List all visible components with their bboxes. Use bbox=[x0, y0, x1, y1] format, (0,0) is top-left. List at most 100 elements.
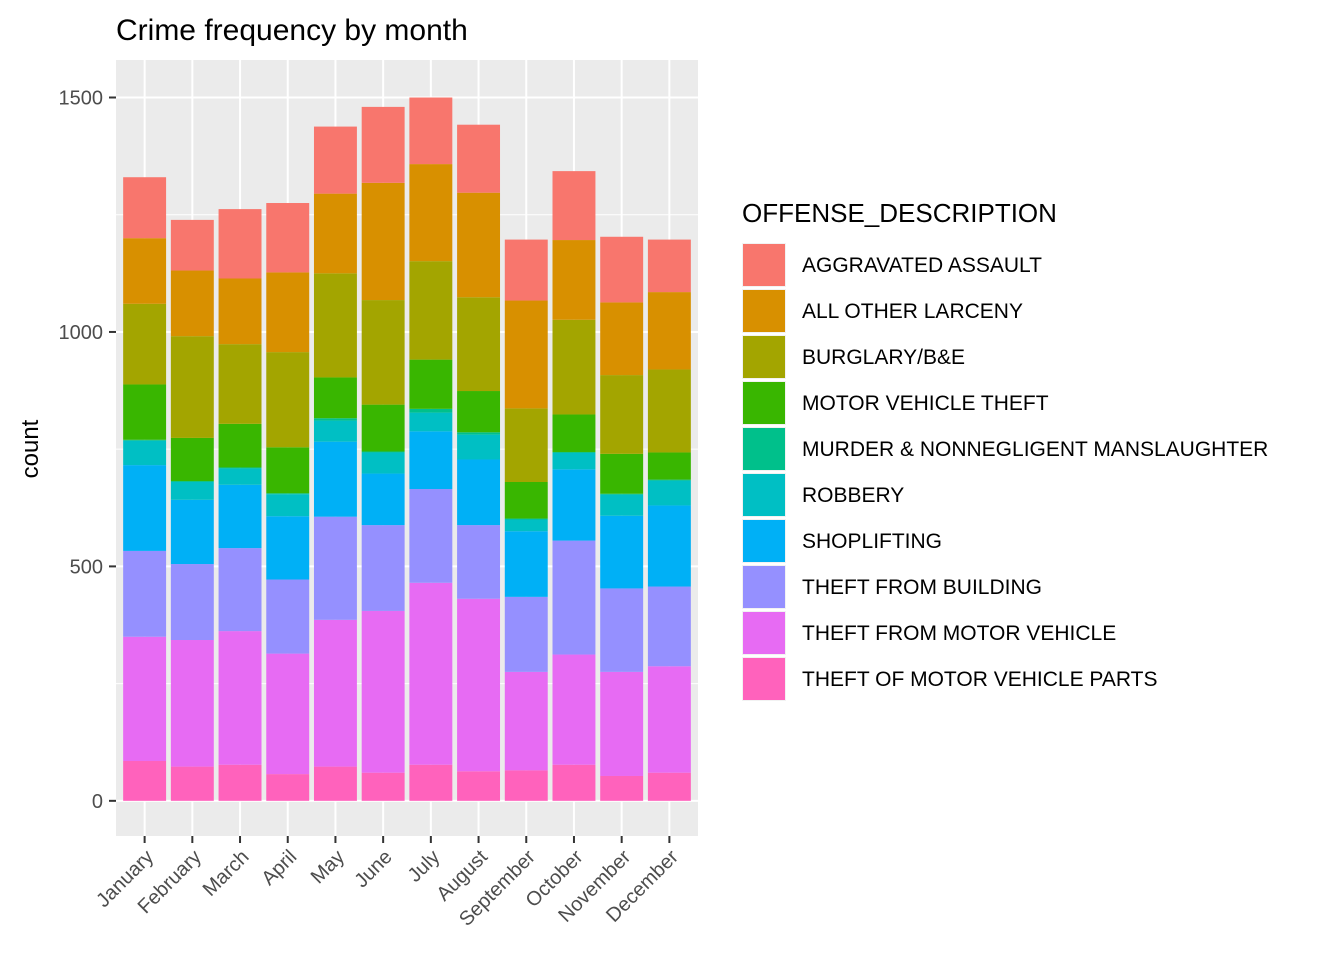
bar-segment bbox=[361, 300, 405, 405]
legend-swatch bbox=[743, 474, 785, 516]
y-tick-label: 1500 bbox=[59, 88, 104, 110]
bar-segment bbox=[361, 525, 405, 611]
bar-segment bbox=[600, 375, 644, 454]
bar-segment bbox=[647, 239, 691, 293]
bar-segment bbox=[552, 764, 596, 801]
bar-segment bbox=[409, 359, 453, 409]
bar-segment bbox=[600, 493, 644, 495]
bar-segment bbox=[504, 408, 548, 482]
bar-segment bbox=[504, 671, 548, 771]
bar-segment bbox=[313, 377, 357, 419]
bar-segment bbox=[409, 764, 453, 801]
bar-segment bbox=[552, 414, 596, 452]
bar-segment bbox=[504, 531, 548, 597]
bar-segment bbox=[457, 297, 501, 392]
legend-swatch bbox=[743, 658, 785, 700]
chart-title: Crime frequency by month bbox=[116, 14, 468, 47]
bar-segment bbox=[647, 586, 691, 667]
bar-segment bbox=[218, 764, 262, 801]
legend-swatch bbox=[743, 336, 785, 378]
legend-label: AGGRAVATED ASSAULT bbox=[802, 254, 1042, 277]
bar-segment bbox=[266, 203, 310, 273]
bar-segment bbox=[218, 344, 262, 424]
bar-segment bbox=[504, 518, 548, 520]
bar-segment bbox=[647, 292, 691, 370]
bar-segment bbox=[504, 596, 548, 672]
bar-segment bbox=[123, 303, 167, 385]
bar-segment bbox=[218, 278, 262, 345]
bar-segment bbox=[504, 239, 548, 301]
bar-segment bbox=[600, 671, 644, 776]
bar-segment bbox=[552, 451, 596, 453]
bar-segment bbox=[504, 770, 548, 801]
bar-segment bbox=[504, 481, 548, 519]
legend-label: SHOPLIFTING bbox=[802, 530, 942, 553]
bar-segment bbox=[409, 489, 453, 583]
bar-segment bbox=[457, 771, 501, 801]
bar-segment bbox=[552, 452, 596, 470]
bar-segment bbox=[504, 300, 548, 409]
bar-segment bbox=[409, 408, 453, 413]
bar-segment bbox=[123, 177, 167, 239]
bar-segment bbox=[313, 619, 357, 767]
bar-segment bbox=[361, 182, 405, 301]
bar-segment bbox=[313, 418, 357, 421]
y-tick-label: 0 bbox=[92, 791, 103, 813]
legend-swatch bbox=[743, 428, 785, 470]
bar-segment bbox=[170, 499, 214, 565]
bar-segment bbox=[266, 493, 310, 495]
x-tick-label: July bbox=[404, 846, 445, 887]
bar-segment bbox=[266, 579, 310, 654]
bar-segment bbox=[647, 452, 691, 480]
bar-segment bbox=[361, 451, 405, 453]
bar-segment bbox=[409, 164, 453, 262]
bar-segment bbox=[218, 548, 262, 632]
bar-segment bbox=[457, 192, 501, 298]
bar-segment bbox=[218, 631, 262, 765]
bar-segment bbox=[552, 240, 596, 320]
bar-segment bbox=[600, 588, 644, 672]
legend: OFFENSE_DESCRIPTION AGGRAVATED ASSAULT AL… bbox=[742, 198, 1268, 701]
legend-swatch bbox=[743, 290, 785, 332]
bar-segment bbox=[647, 505, 691, 587]
bar-segment bbox=[600, 453, 644, 494]
bar-segment bbox=[647, 772, 691, 801]
bar-segment bbox=[266, 653, 310, 775]
bar-segment bbox=[457, 124, 501, 193]
bar-segment bbox=[361, 610, 405, 773]
legend-swatch bbox=[743, 520, 785, 562]
legend-items: AGGRAVATED ASSAULT ALL OTHER LARCENY BURGL… bbox=[742, 243, 1268, 701]
bars bbox=[123, 97, 691, 801]
bar-segment bbox=[409, 261, 453, 360]
bar-segment bbox=[600, 515, 644, 589]
x-tick-label: May bbox=[307, 846, 349, 888]
legend-title: OFFENSE_DESCRIPTION bbox=[742, 198, 1057, 228]
legend-label: MOTOR VEHICLE THEFT bbox=[802, 392, 1049, 415]
legend-swatch bbox=[743, 244, 785, 286]
bar-segment bbox=[313, 273, 357, 378]
bar-segment bbox=[313, 420, 357, 442]
bar-segment bbox=[409, 582, 453, 765]
legend-label: ALL OTHER LARCENY bbox=[802, 300, 1023, 323]
legend-swatch bbox=[743, 382, 785, 424]
legend-swatch bbox=[743, 566, 785, 608]
legend-label: BURGLARY/B&E bbox=[802, 346, 965, 369]
x-tick-label: March bbox=[199, 846, 254, 901]
bar-segment bbox=[170, 336, 214, 438]
bar-segment bbox=[313, 441, 357, 517]
bar-segment bbox=[457, 525, 501, 599]
bar-segment bbox=[123, 439, 167, 441]
legend-label: THEFT OF MOTOR VEHICLE PARTS bbox=[802, 668, 1158, 691]
bar-segment bbox=[218, 484, 262, 549]
bar-segment bbox=[170, 481, 214, 500]
bar-segment bbox=[647, 369, 691, 453]
bar-segment bbox=[457, 434, 501, 460]
bar-segment bbox=[457, 432, 501, 435]
bar-segment bbox=[313, 516, 357, 620]
bar-segment bbox=[552, 540, 596, 655]
bar-segment bbox=[218, 423, 262, 468]
bar-segment bbox=[170, 481, 214, 482]
bar-segment bbox=[457, 391, 501, 433]
